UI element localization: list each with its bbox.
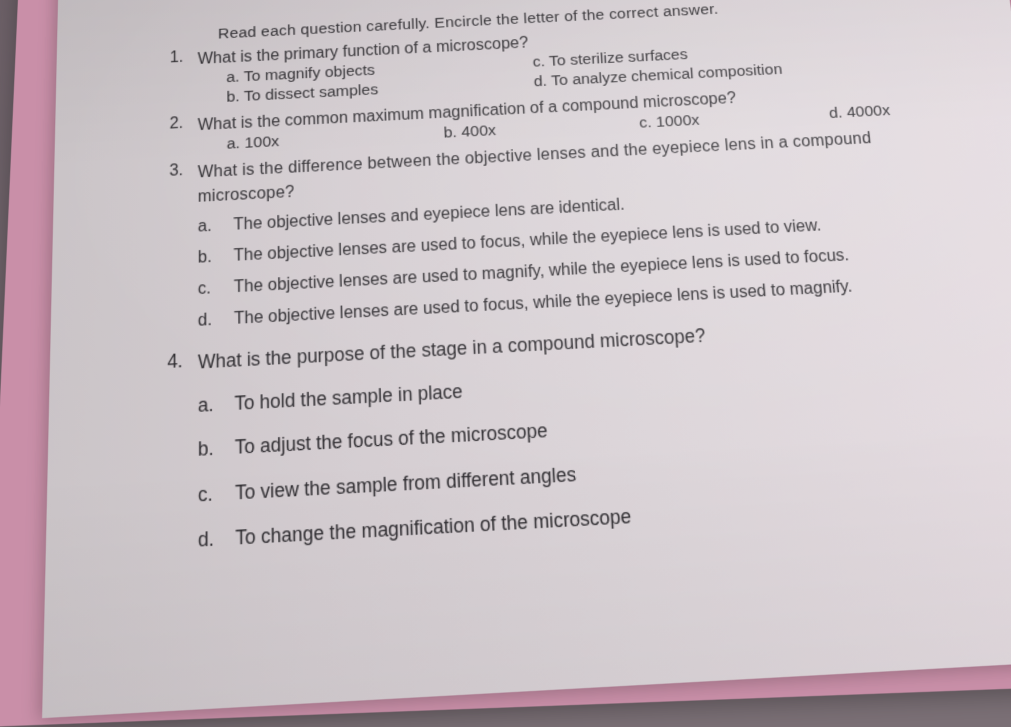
desk-surface: ssessment Read each question carefully. …	[0, 0, 1011, 640]
q2-number: 2.	[158, 114, 197, 134]
q4-number: 4.	[157, 349, 198, 374]
worksheet-page: ssessment Read each question carefully. …	[42, 0, 1011, 718]
question-3: 3. What is the difference between the ob…	[157, 123, 985, 337]
q3-number: 3.	[158, 162, 198, 182]
q1-number: 1.	[159, 48, 198, 68]
question-4: 4. What is the purpose of the stage in a…	[156, 308, 1011, 557]
q4-options: a. To hold the sample in place b. To adj…	[198, 349, 1011, 554]
question-list: 1. What is the primary function of a mic…	[156, 11, 1011, 557]
